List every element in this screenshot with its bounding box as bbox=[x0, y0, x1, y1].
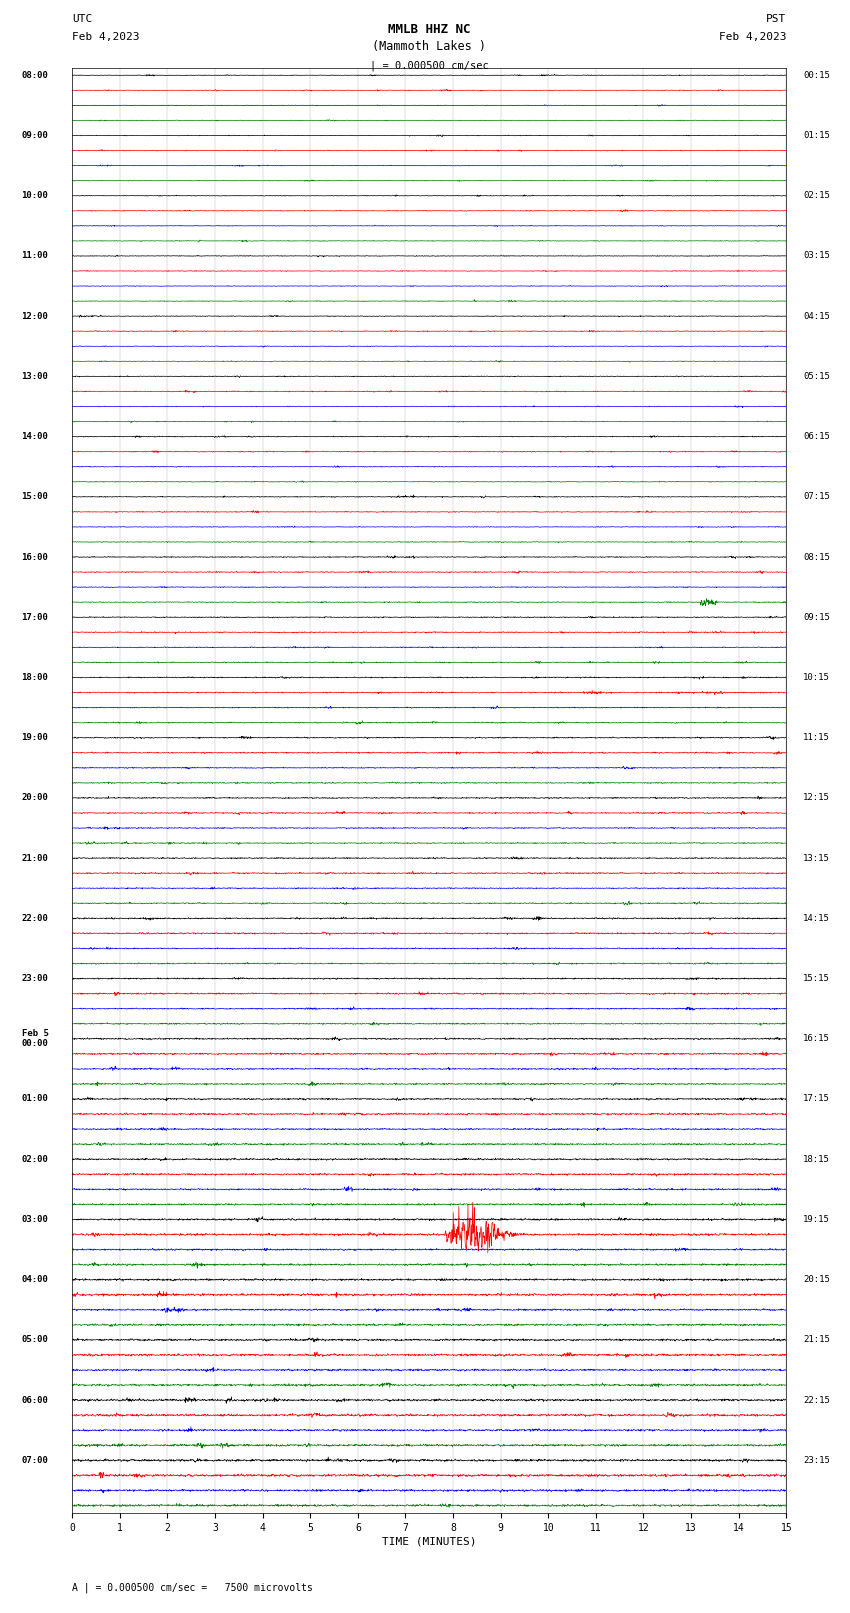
Text: 18:00: 18:00 bbox=[21, 673, 48, 682]
Text: 02:00: 02:00 bbox=[21, 1155, 48, 1163]
Text: 20:00: 20:00 bbox=[21, 794, 48, 802]
Text: 17:15: 17:15 bbox=[803, 1095, 830, 1103]
Text: 19:00: 19:00 bbox=[21, 734, 48, 742]
Text: 22:00: 22:00 bbox=[21, 915, 48, 923]
Text: 06:15: 06:15 bbox=[803, 432, 830, 440]
Text: 05:00: 05:00 bbox=[21, 1336, 48, 1344]
Text: 20:15: 20:15 bbox=[803, 1276, 830, 1284]
Text: 06:00: 06:00 bbox=[21, 1395, 48, 1405]
Text: 07:00: 07:00 bbox=[21, 1457, 48, 1465]
Text: 03:15: 03:15 bbox=[803, 252, 830, 260]
Text: 02:15: 02:15 bbox=[803, 192, 830, 200]
Text: 01:15: 01:15 bbox=[803, 131, 830, 140]
Text: 00:15: 00:15 bbox=[803, 71, 830, 79]
Text: 08:15: 08:15 bbox=[803, 553, 830, 561]
Text: 19:15: 19:15 bbox=[803, 1215, 830, 1224]
Text: 11:00: 11:00 bbox=[21, 252, 48, 260]
Text: 13:00: 13:00 bbox=[21, 373, 48, 381]
Text: 04:15: 04:15 bbox=[803, 311, 830, 321]
Text: A | = 0.000500 cm/sec =   7500 microvolts: A | = 0.000500 cm/sec = 7500 microvolts bbox=[72, 1582, 313, 1594]
Text: 21:00: 21:00 bbox=[21, 853, 48, 863]
Text: 23:15: 23:15 bbox=[803, 1457, 830, 1465]
Text: 22:15: 22:15 bbox=[803, 1395, 830, 1405]
Text: 11:15: 11:15 bbox=[803, 734, 830, 742]
Text: 10:15: 10:15 bbox=[803, 673, 830, 682]
Text: 14:00: 14:00 bbox=[21, 432, 48, 440]
Text: MMLB HHZ NC: MMLB HHZ NC bbox=[388, 23, 471, 35]
Text: (Mammoth Lakes ): (Mammoth Lakes ) bbox=[372, 40, 486, 53]
Text: 09:00: 09:00 bbox=[21, 131, 48, 140]
Text: 15:00: 15:00 bbox=[21, 492, 48, 502]
Text: 14:15: 14:15 bbox=[803, 915, 830, 923]
Text: 18:15: 18:15 bbox=[803, 1155, 830, 1163]
Text: 12:00: 12:00 bbox=[21, 311, 48, 321]
Text: PST: PST bbox=[766, 15, 786, 24]
Text: | = 0.000500 cm/sec: | = 0.000500 cm/sec bbox=[370, 60, 489, 71]
Text: 15:15: 15:15 bbox=[803, 974, 830, 982]
Text: UTC: UTC bbox=[72, 15, 93, 24]
Text: 17:00: 17:00 bbox=[21, 613, 48, 621]
Text: 12:15: 12:15 bbox=[803, 794, 830, 802]
Text: 23:00: 23:00 bbox=[21, 974, 48, 982]
Text: Feb 4,2023: Feb 4,2023 bbox=[719, 32, 786, 42]
Text: 03:00: 03:00 bbox=[21, 1215, 48, 1224]
Text: 21:15: 21:15 bbox=[803, 1336, 830, 1344]
Text: 09:15: 09:15 bbox=[803, 613, 830, 621]
Text: 08:00: 08:00 bbox=[21, 71, 48, 79]
Text: 04:00: 04:00 bbox=[21, 1276, 48, 1284]
Text: 16:00: 16:00 bbox=[21, 553, 48, 561]
Text: Feb 5
00:00: Feb 5 00:00 bbox=[21, 1029, 48, 1048]
Text: 07:15: 07:15 bbox=[803, 492, 830, 502]
Text: 16:15: 16:15 bbox=[803, 1034, 830, 1044]
Text: 05:15: 05:15 bbox=[803, 373, 830, 381]
X-axis label: TIME (MINUTES): TIME (MINUTES) bbox=[382, 1537, 477, 1547]
Text: 10:00: 10:00 bbox=[21, 192, 48, 200]
Text: 01:00: 01:00 bbox=[21, 1095, 48, 1103]
Text: 13:15: 13:15 bbox=[803, 853, 830, 863]
Text: Feb 4,2023: Feb 4,2023 bbox=[72, 32, 139, 42]
